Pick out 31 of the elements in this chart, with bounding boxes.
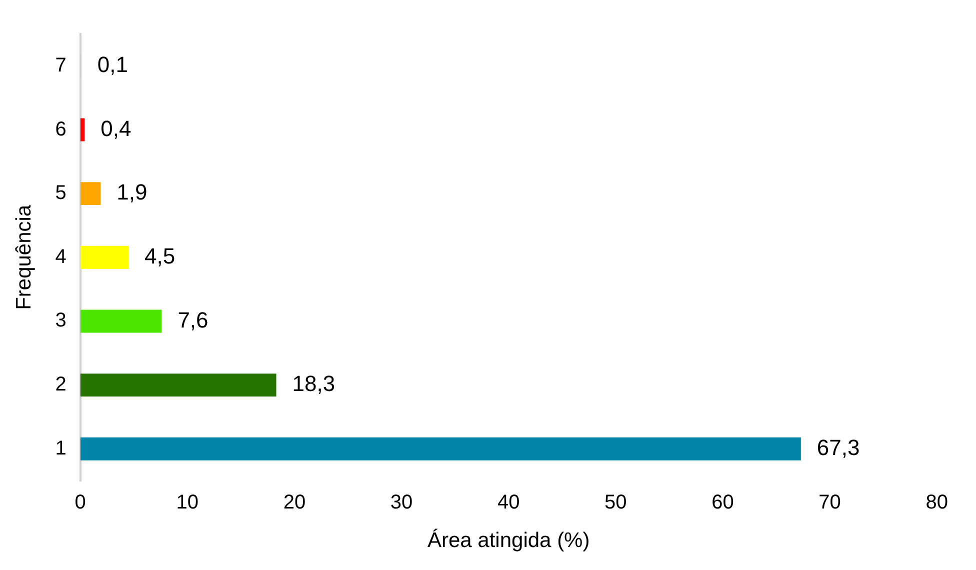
data-label: 0,4 (100, 116, 132, 141)
bar (80, 118, 85, 142)
y-tick-label: 3 (55, 310, 66, 332)
x-axis-title: Área atingida (%) (427, 528, 590, 552)
y-tick-label: 5 (55, 182, 66, 204)
y-tick-label: 2 (55, 374, 66, 396)
x-tick-label: 0 (74, 491, 86, 514)
bar (80, 437, 801, 460)
data-label: 67,3 (816, 434, 860, 460)
y-tick-label: 6 (55, 118, 66, 140)
y-tick-label: 7 (55, 54, 66, 76)
x-tick-label: 60 (712, 491, 734, 514)
x-tick-label: 50 (604, 491, 627, 514)
bar (80, 182, 101, 206)
bar (80, 374, 276, 397)
x-tick-label: 10 (176, 491, 199, 514)
x-tick-label: 20 (283, 491, 306, 514)
bar (80, 246, 129, 269)
data-label: 18,3 (292, 371, 336, 396)
bar (80, 310, 162, 333)
data-label: 7,6 (178, 307, 208, 332)
x-tick-label: 70 (818, 491, 841, 514)
y-tick-label: 1 (55, 437, 66, 460)
data-label: 4,5 (144, 243, 176, 268)
y-axis-title: Frequência (12, 204, 36, 310)
data-label: 0,1 (97, 52, 128, 77)
x-tick-label: 80 (926, 491, 948, 514)
data-label: 1,9 (116, 180, 148, 205)
y-tick-label: 4 (55, 246, 66, 268)
x-tick-label: 40 (497, 491, 520, 514)
x-tick-label: 30 (390, 491, 413, 514)
